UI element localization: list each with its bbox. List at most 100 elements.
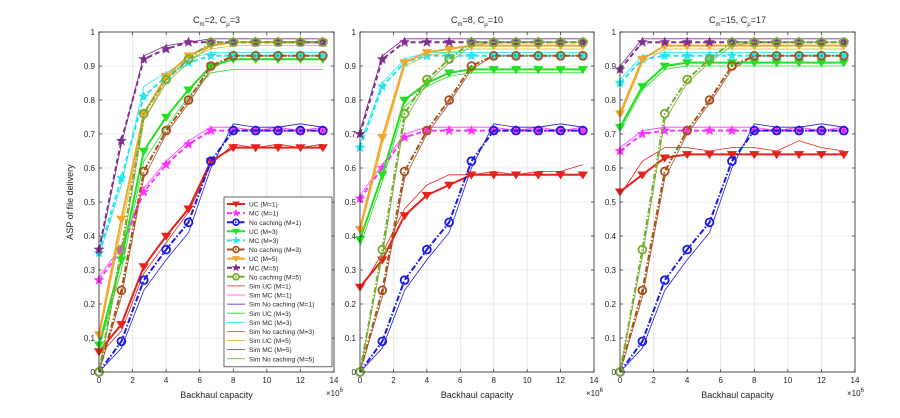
chart-title-part: C [193,15,200,25]
data-point-uc-m-3 [510,66,522,75]
legend-label: Sim No caching (M=3) [249,329,314,336]
data-point-no-caching-m-1 [682,244,692,255]
chart-title-subscript: m [457,22,462,28]
x-exponent-label: ×106 [326,388,344,398]
series-line-no-caching-m-3 [619,54,844,373]
series-line-sim-no-caching-m-1- [359,123,583,373]
chart-panel-3: 0 2 4 6 8 10 12 14 0 0.1 0.2 0.3 0.4 0.5 0.6 0.7 0.8 0.9 1… [605,15,865,400]
chart-title-part: =2, C [205,15,227,25]
x-tick-label: 8 [752,376,757,385]
y-axis-label: ASP of file delivery [65,164,75,240]
legend-item: No caching (M=3) [227,245,301,254]
data-point-no-caching-m-3 [183,95,194,105]
data-point-mc-m-3 [726,49,738,61]
data-point-no-caching-m-1 [771,125,782,136]
data-point-no-caching-m-5 [444,54,454,65]
data-point-no-caching-m-5 [206,37,216,48]
legend-label: Sim UC (M=5) [249,338,291,345]
legend-box [223,196,333,368]
data-point-no-caching-m-3 [444,95,454,105]
data-point-uc-m-1 [749,151,760,160]
data-point-mc-m-1 [376,162,388,173]
data-point-no-caching-m-3 [399,166,410,177]
legend-label: Sim MC (M=5) [249,347,292,354]
series-no-caching-m-3 [615,50,849,377]
y-tick-label: 1 [612,28,617,37]
y-tick-label: 0.6 [605,164,617,173]
data-point-mc-m-1 [703,124,716,136]
y-tick-label: 0.1 [605,334,617,343]
data-point-uc-m-1 [228,144,239,153]
data-point-uc-m-5 [443,45,455,54]
data-point-no-caching-m-1 [317,125,328,136]
data-point-no-caching-m-3 [533,50,544,61]
legend-label: Sim MC (M=1) [249,293,292,300]
legend-swatch-marker [232,218,240,226]
data-point-mc-m-3 [681,49,693,61]
data-point-no-caching-m-5 [794,37,804,48]
data-point-no-caching-m-3 [250,50,261,61]
data-point-uc-m-1 [704,151,715,160]
chart-panel-2: 0 2 4 6 8 10 12 14 0 0.1 0.2 0.3 0.4 0.5 0.6 0.7 0.8 0.9 1… [345,15,604,400]
chart-title-part: =10 [488,15,503,25]
chart-title-subscript: m [715,22,720,28]
data-point-uc-m-5 [377,134,388,143]
y-tick-label: 0.5 [605,198,617,207]
x-tick-label: 4 [425,376,430,385]
series-line-mc-m-1 [98,129,323,281]
legend-label: UC (M=1) [249,202,278,209]
x-axis-label: Backhaul capacity [441,390,514,400]
data-point-mc-m-5 [681,36,693,47]
data-point-no-caching-m-1 [749,125,760,136]
data-point-uc-m-5 [116,215,127,224]
data-point-no-caching-m-1 [511,125,521,136]
data-point-no-caching-m-1 [116,336,127,347]
data-point-no-caching-m-5 [682,74,692,85]
data-point-no-caching-m-5 [637,244,648,255]
legend-label: UC (M=3) [249,229,278,236]
x-tick-label: 10 [783,376,792,385]
data-point-no-caching-m-3 [637,285,648,296]
data-point-no-caching-m-1 [138,275,149,286]
legend-item: Sim No caching (M=1) [227,302,314,309]
data-point-mc-m-3 [205,49,217,61]
data-point-no-caching-m-3 [422,125,432,136]
series-no-caching-m-5 [615,37,849,377]
series-uc-m-1 [93,144,328,357]
chart-title-part: C [709,15,716,25]
legend-item: Sim UC (M=5) [227,338,291,345]
x-tick-label: 2 [651,376,656,385]
data-point-no-caching-m-5 [377,244,388,255]
chart-title-subscript: m [200,22,205,28]
data-point-no-caching-m-3 [816,50,827,61]
x-axis-label: Backhaul capacity [701,390,774,400]
data-point-no-caching-m-1 [816,125,827,136]
y-tick-label: 0.5 [345,198,357,207]
x-tick-label: 12 [556,376,565,385]
data-point-no-caching-m-3 [749,50,760,61]
data-point-no-caching-m-3 [704,95,715,105]
y-tick-label: 0.2 [345,300,357,309]
data-point-no-caching-m-3 [138,166,149,177]
x-tick-label: 8 [231,376,236,385]
legend-item: UC (M=1) [227,201,278,209]
legend: UC (M=1) MC (M=1) No caching (M=1) UC (M=3)… [223,196,333,368]
y-tick-label: 0.5 [84,198,96,207]
data-point-no-caching-m-3 [466,61,477,71]
data-point-no-caching-m-3 [555,50,566,61]
x-tick-label: 2 [130,376,135,385]
data-point-no-caching-m-5 [273,37,283,48]
data-point-uc-m-3 [138,147,149,156]
chart-title-subscript: μ [484,22,488,28]
data-point-uc-m-1 [838,151,849,160]
data-point-no-caching-m-1 [273,125,283,136]
legend-label: Sim MC (M=3) [249,320,292,327]
legend-item: Sim MC (M=3) [227,320,292,327]
x-exponent-base: ×10 [847,389,861,398]
x-tick-label: 6 [458,376,463,385]
data-point-uc-m-5 [421,49,433,58]
data-point-uc-m-1 [205,157,217,166]
data-point-uc-m-3 [183,86,194,95]
data-point-no-caching-m-3 [838,50,849,61]
